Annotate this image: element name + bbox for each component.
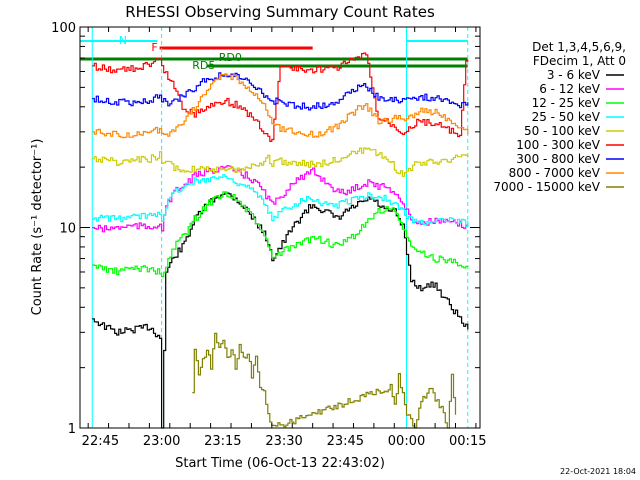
flag-label-n: N xyxy=(119,34,127,47)
y-tick-label: 100 xyxy=(51,21,76,36)
x-tick-label: 23:15 xyxy=(204,434,241,449)
legend-entry-label: 7000 - 15000 keV xyxy=(493,180,600,194)
x-tick-label: 00:00 xyxy=(388,434,425,449)
flag-bars xyxy=(80,27,469,428)
chart-title: RHESSI Observing Summary Count Rates xyxy=(125,3,435,21)
legend-entry-label: 3 - 6 keV xyxy=(547,68,601,82)
legend-header-line-1: Det 1,3,4,5,6,9, xyxy=(532,40,626,54)
x-tick-label: 22:45 xyxy=(82,434,119,449)
legend: Det 1,3,4,5,6,9, FDecim 1, Att 0 3 - 6 k… xyxy=(493,40,626,194)
y-axis-label: Count Rate (s⁻¹ detector⁻¹) xyxy=(30,139,45,316)
series-100-300-kev xyxy=(92,52,469,142)
legend-entry-label: 12 - 25 keV xyxy=(532,96,601,110)
flag-label-f: F xyxy=(151,41,157,54)
x-tick-label: 23:45 xyxy=(327,434,364,449)
y-tick-label: 10 xyxy=(59,222,76,237)
series-3-6-kev xyxy=(92,191,469,429)
x-tick-label: 23:00 xyxy=(143,434,180,449)
x-axis-label: Start Time (06-Oct-13 22:43:02) xyxy=(175,456,385,471)
legend-entry-label: 25 - 50 keV xyxy=(532,110,601,124)
axis-ticks: 1 10 100 22:45 23:00 23:15 23:30 23:45 00:00 00:1… xyxy=(51,21,486,449)
series-lines xyxy=(92,52,469,429)
x-tick-label: 00:15 xyxy=(449,434,486,449)
x-tick-label: 23:30 xyxy=(265,434,302,449)
flag-label-rd0: RD0 xyxy=(219,51,242,64)
legend-entry-label: 6 - 12 keV xyxy=(539,82,601,96)
legend-entry-label: 100 - 300 keV xyxy=(516,138,600,152)
legend-entry-label: 300 - 800 keV xyxy=(516,152,600,166)
legend-header-line-2: FDecim 1, Att 0 xyxy=(533,54,626,68)
series-800-7000-kev xyxy=(92,73,469,139)
flag-label-rd5: RD5 xyxy=(192,59,215,72)
series-25-50-kev xyxy=(92,174,469,228)
plot-frame xyxy=(79,26,481,429)
series-12-25-kev xyxy=(92,191,469,278)
series-6-12-kev xyxy=(92,165,469,233)
series-7000-15000-kev xyxy=(192,332,457,429)
legend-entry-label: 50 - 100 keV xyxy=(524,124,601,138)
timestamp: 22-Oct-2021 18:04 xyxy=(560,467,636,476)
y-tick-label: 1 xyxy=(68,422,76,437)
series-300-800-kev xyxy=(92,72,469,111)
annotations: N F RD0 RD5 xyxy=(119,34,242,72)
series-50-100-kev xyxy=(92,147,469,177)
legend-entry-label: 800 - 7000 keV xyxy=(509,166,601,180)
